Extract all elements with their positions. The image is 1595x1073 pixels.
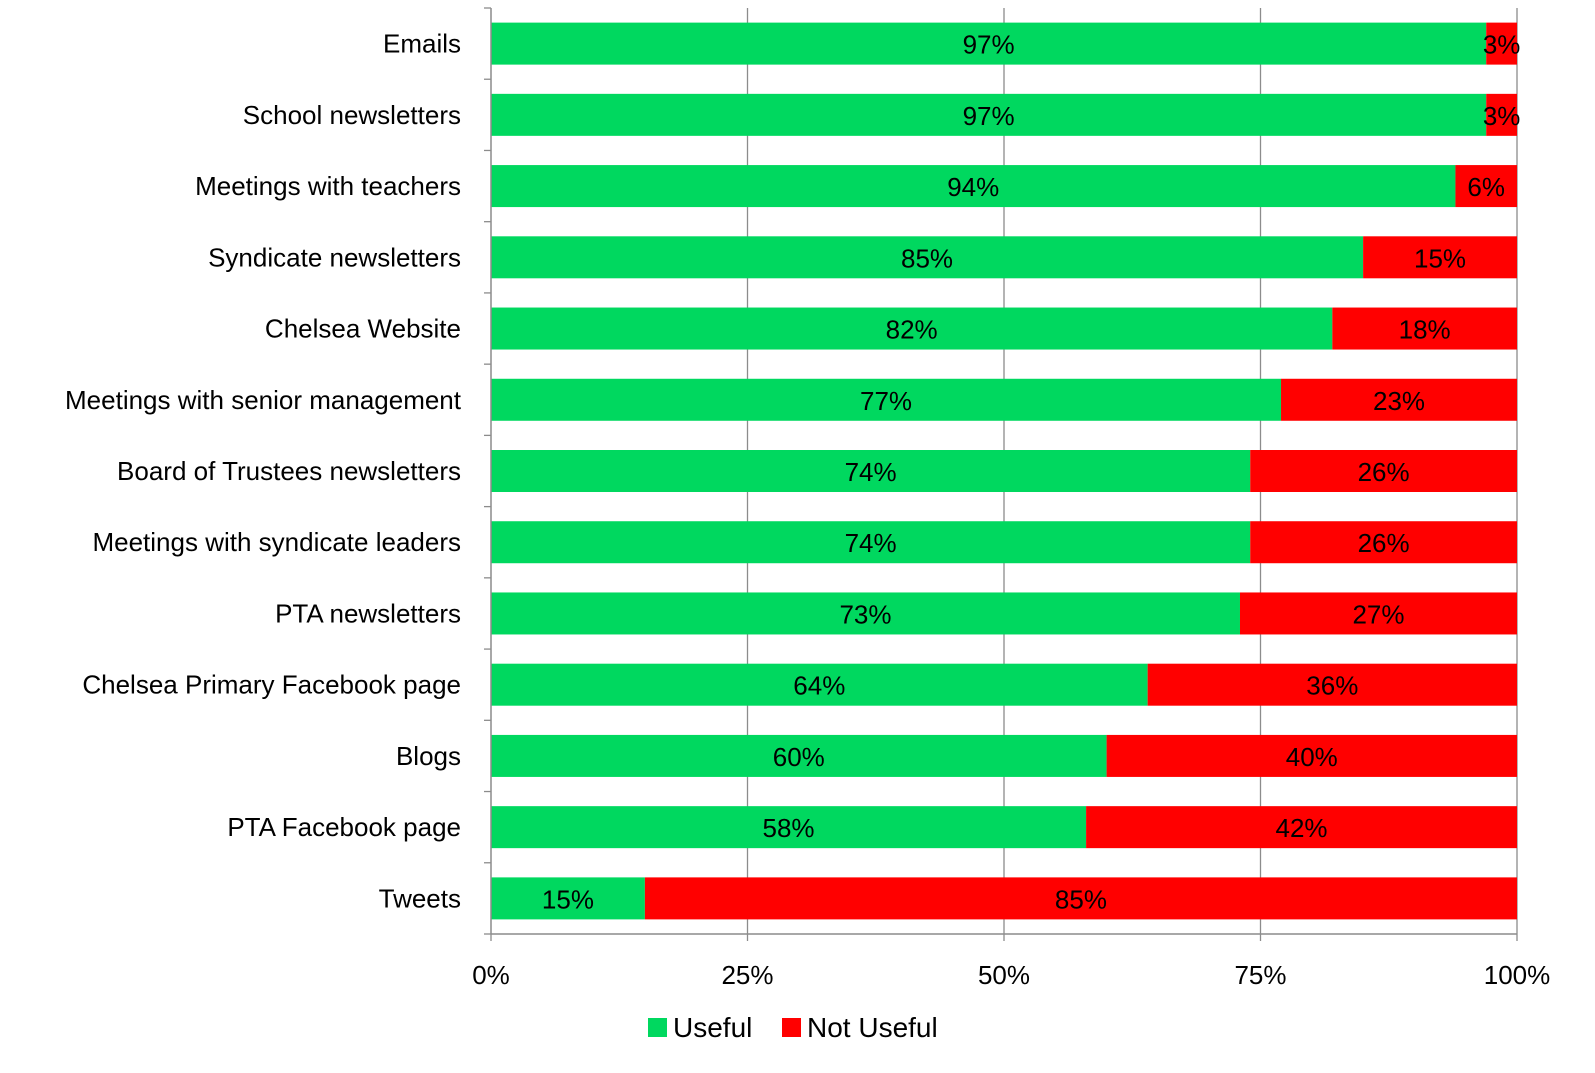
category-label: Meetings with teachers	[195, 171, 461, 201]
bar-not-useful	[1239, 592, 1517, 635]
data-label: 85%	[1055, 884, 1107, 914]
bar-useful	[491, 592, 1240, 635]
bar-useful	[491, 806, 1087, 849]
data-label: 58%	[763, 813, 815, 843]
bar-not-useful	[1086, 806, 1517, 849]
category-label: Tweets	[379, 883, 461, 913]
bar-not-useful	[1250, 450, 1517, 492]
data-label: 6%	[1467, 172, 1505, 202]
data-labels: 97% 3% 97% 3% 94% 6% 85% 15% 82% 18% 77% 23% 74% 26% 7…	[542, 30, 1520, 915]
data-label: 73%	[839, 599, 891, 629]
data-label: 40%	[1286, 742, 1338, 772]
data-label: 85%	[901, 243, 953, 273]
data-label: 77%	[860, 386, 912, 416]
data-label: 64%	[793, 671, 845, 701]
bar-useful	[491, 307, 1333, 350]
x-tick-label: 75%	[1234, 960, 1286, 990]
data-label: 60%	[773, 742, 825, 772]
data-label: 15%	[542, 884, 594, 914]
data-label: 26%	[1358, 457, 1410, 487]
bar-not-useful	[1486, 22, 1517, 65]
x-tick-label: 50%	[978, 960, 1030, 990]
x-tick-label: 100%	[1484, 960, 1551, 990]
data-label: 3%	[1483, 30, 1521, 60]
data-label: 26%	[1358, 528, 1410, 558]
bar-not-useful	[1106, 734, 1517, 777]
legend-label: Useful	[673, 1012, 752, 1043]
category-label: PTA Facebook page	[227, 812, 461, 842]
bar-useful	[491, 165, 1456, 208]
bar-useful	[491, 877, 645, 920]
bar-useful	[491, 236, 1364, 279]
category-label: Blogs	[396, 741, 461, 771]
bar-not-useful	[1250, 521, 1517, 564]
bar-not-useful	[1147, 663, 1517, 706]
data-label: 42%	[1276, 813, 1328, 843]
bar-useful	[491, 22, 1487, 65]
data-label: 97%	[963, 30, 1015, 60]
data-label: 27%	[1352, 599, 1404, 629]
legend-swatch	[782, 1018, 801, 1037]
axes: 0% 25% 50% 75% 100% Emails School newsletters M…	[65, 7, 1551, 990]
data-label: 23%	[1373, 386, 1425, 416]
category-label: PTA newsletters	[275, 598, 461, 628]
bar-not-useful	[644, 877, 1517, 920]
category-label: Chelsea Primary Facebook page	[82, 670, 461, 700]
data-label: 74%	[845, 457, 897, 487]
bar-useful	[491, 734, 1107, 777]
bar-useful	[491, 450, 1251, 492]
bar-useful	[491, 521, 1251, 564]
category-label: Board of Trustees newsletters	[117, 456, 461, 486]
category-label: Chelsea Website	[265, 314, 461, 344]
bar-useful	[491, 663, 1148, 706]
bar-useful	[491, 378, 1282, 421]
category-label: Meetings with syndicate leaders	[92, 527, 461, 557]
bar-not-useful	[1363, 236, 1517, 279]
category-label: Syndicate newsletters	[208, 242, 461, 272]
legend-label: Not Useful	[807, 1012, 938, 1043]
bars	[491, 22, 1517, 920]
bar-not-useful	[1455, 165, 1517, 208]
category-label: Meetings with senior management	[65, 385, 462, 415]
data-label: 94%	[947, 172, 999, 202]
data-label: 18%	[1399, 315, 1451, 345]
bar-useful	[491, 93, 1487, 136]
bar-not-useful	[1332, 307, 1517, 350]
data-label: 97%	[963, 101, 1015, 131]
category-label: School newsletters	[243, 100, 461, 130]
data-label: 74%	[845, 528, 897, 558]
legend-swatch	[648, 1018, 667, 1037]
category-label: Emails	[383, 29, 461, 59]
data-label: 3%	[1483, 101, 1521, 131]
bar-not-useful	[1281, 378, 1517, 421]
data-label: 36%	[1306, 671, 1358, 701]
legend: Useful Not Useful	[648, 1012, 938, 1043]
data-label: 82%	[886, 315, 938, 345]
x-tick-label: 25%	[721, 960, 773, 990]
bar-not-useful	[1486, 93, 1517, 136]
data-label: 15%	[1414, 243, 1466, 273]
x-tick-label: 0%	[472, 960, 510, 990]
